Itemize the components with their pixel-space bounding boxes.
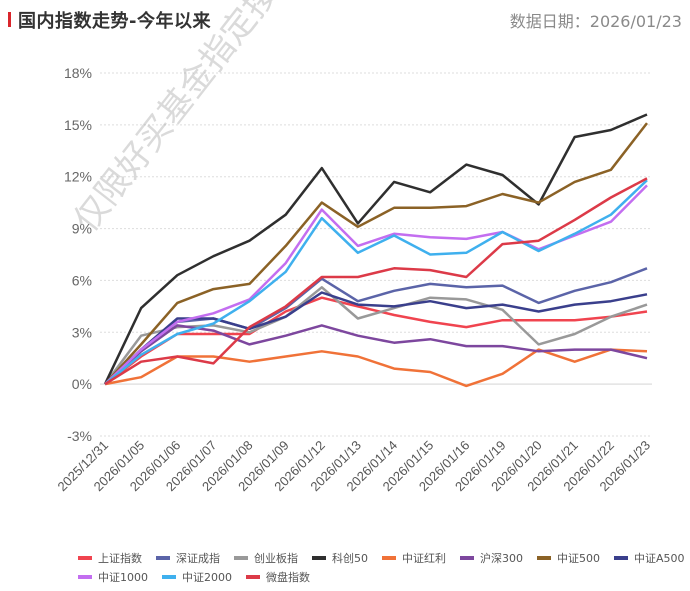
- legend-label: 中证2000: [182, 570, 232, 584]
- legend-row: 中证1000 中证2000 微盘指数: [78, 567, 688, 586]
- legend-item[interactable]: 中证A500: [614, 550, 685, 566]
- legend-swatch: [246, 574, 260, 579]
- legend-label: 中证A500: [634, 551, 685, 565]
- legend-item[interactable]: 中证2000: [162, 569, 232, 585]
- series-line-创业板指[interactable]: [103, 286, 648, 385]
- legend: 上证指数 深证成指 创业板指 科创50 中证红利 沪深300 中证500 中证A500 中证1…: [78, 548, 688, 586]
- y-tick-label: -3%: [67, 428, 92, 444]
- legend-item[interactable]: 中证红利: [382, 550, 446, 566]
- legend-item[interactable]: 深证成指: [156, 550, 220, 566]
- legend-swatch: [78, 574, 92, 579]
- x-axis-ticks: 2025/12/312026/01/052026/01/062026/01/07…: [54, 438, 653, 495]
- y-tick-label: 0%: [72, 376, 92, 392]
- legend-swatch: [312, 555, 326, 560]
- legend-label: 中证500: [557, 551, 600, 565]
- series-line-微盘指数[interactable]: [104, 177, 648, 386]
- legend-label: 中证1000: [98, 570, 148, 584]
- legend-label: 微盘指数: [266, 570, 310, 584]
- y-tick-label: 3%: [72, 324, 92, 340]
- legend-item[interactable]: 上证指数: [78, 550, 142, 566]
- legend-item[interactable]: 科创50: [312, 550, 368, 566]
- legend-row: 上证指数 深证成指 创业板指 科创50 中证红利 沪深300 中证500 中证A500: [78, 548, 688, 567]
- y-tick-label: 12%: [64, 169, 92, 185]
- legend-swatch: [78, 555, 92, 560]
- legend-swatch: [156, 555, 170, 560]
- data-date-label: 数据日期：2026/01/23: [509, 12, 682, 31]
- legend-item[interactable]: 中证1000: [78, 569, 148, 585]
- series-line-中证500[interactable]: [104, 122, 648, 385]
- series-line-深证成指[interactable]: [104, 267, 648, 386]
- series-line-中证红利[interactable]: [104, 348, 648, 388]
- y-tick-label: 15%: [64, 117, 92, 133]
- series-line-中证1000[interactable]: [104, 184, 648, 386]
- gridlines: [100, 72, 652, 437]
- line-chart: -3% 0% 3% 6% 9% 12% 15% 18% 2025/12/312026/01/0…: [54, 65, 653, 495]
- legend-swatch: [614, 555, 628, 560]
- legend-label: 创业板指: [254, 551, 298, 565]
- y-axis-ticks: -3% 0% 3% 6% 9% 12% 15% 18%: [64, 65, 92, 444]
- legend-swatch: [537, 555, 551, 560]
- legend-label: 沪深300: [480, 551, 523, 565]
- legend-item[interactable]: 微盘指数: [246, 569, 310, 585]
- y-tick-label: 6%: [72, 272, 92, 288]
- legend-label: 中证红利: [402, 551, 446, 565]
- y-tick-label: 9%: [72, 221, 92, 237]
- y-tick-label: 18%: [64, 65, 92, 81]
- legend-label: 科创50: [332, 551, 368, 565]
- legend-swatch: [460, 555, 474, 560]
- legend-label: 深证成指: [176, 551, 220, 565]
- page-title: 国内指数走势-今年以来: [18, 11, 211, 32]
- series-lines: [103, 113, 648, 388]
- series-line-上证指数[interactable]: [104, 296, 648, 386]
- legend-swatch: [162, 574, 176, 579]
- legend-item[interactable]: 中证500: [537, 550, 600, 566]
- legend-swatch: [234, 555, 248, 560]
- legend-item[interactable]: 沪深300: [460, 550, 523, 566]
- legend-label: 上证指数: [98, 551, 142, 565]
- title-accent-bar: [8, 12, 11, 27]
- header: 国内指数走势-今年以来 数据日期：2026/01/23: [0, 0, 690, 40]
- legend-item[interactable]: 创业板指: [234, 550, 298, 566]
- series-line-中证2000[interactable]: [104, 179, 648, 386]
- series-line-科创50[interactable]: [103, 113, 648, 385]
- legend-swatch: [382, 555, 396, 560]
